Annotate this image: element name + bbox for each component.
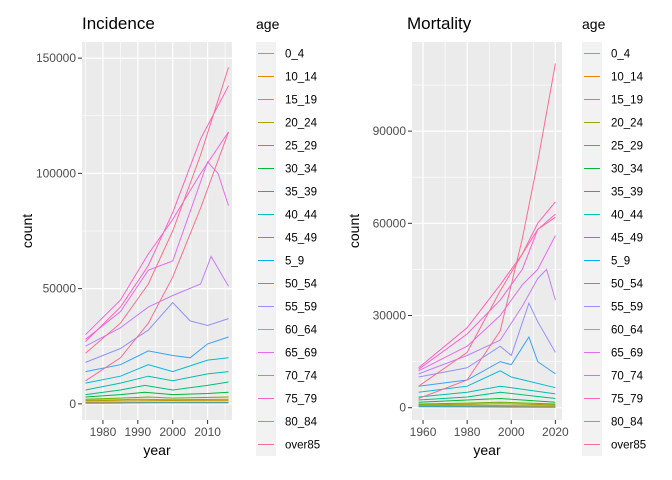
chart-1: 1960 1980 2000 2020 0 30000 60000 90000 Mortalit… — [346, 14, 646, 458]
legend-label-45_49: 45_49 — [285, 233, 317, 245]
legend-label-0_4: 0_4 — [611, 49, 631, 61]
x-tick-label: 1990 — [124, 425, 151, 439]
legend-label-25_29: 25_29 — [611, 141, 643, 153]
chart-title: Mortality — [407, 14, 472, 33]
legend-label-70_74: 70_74 — [611, 371, 644, 383]
series-line-65_69 — [418, 235, 556, 372]
series-line-35_39 — [85, 381, 229, 396]
y-axis-label: count — [346, 214, 362, 248]
legend-label-65_69: 65_69 — [611, 348, 643, 360]
legend-label-35_39: 35_39 — [611, 187, 643, 199]
series-line-25_29 — [418, 401, 556, 405]
series-line-15_19 — [85, 399, 229, 402]
series-line-45_49 — [85, 357, 229, 384]
series-line-75_79 — [418, 201, 556, 369]
series-line-80_84 — [418, 216, 556, 387]
legend-label-70_74: 70_74 — [285, 371, 318, 383]
series-line-over85 — [418, 63, 556, 399]
legend-title: age — [256, 16, 280, 32]
legend: age 0_4 10_14 15_19 20_24 25_29 30_34 35_39 40_4… — [582, 16, 646, 456]
legend-label-55_59: 55_59 — [611, 302, 643, 314]
x-axis-label: year — [473, 442, 501, 458]
x-tick-label: 2000 — [159, 425, 186, 439]
legend-label-55_59: 55_59 — [285, 302, 317, 314]
legend-label-30_34: 30_34 — [611, 164, 644, 176]
legend-label-50_54: 50_54 — [285, 279, 318, 291]
series-line-65_69 — [85, 160, 229, 340]
x-tick-label: 1960 — [410, 425, 437, 439]
y-tick-label: 60000 — [373, 216, 407, 230]
x-axis-label: year — [143, 442, 171, 458]
legend-label-30_34: 30_34 — [285, 164, 318, 176]
x-tick-label: 1980 — [90, 425, 117, 439]
legend-label-50_54: 50_54 — [611, 279, 644, 291]
series-line-55_59 — [418, 301, 556, 378]
legend-label-20_24: 20_24 — [611, 118, 644, 130]
series-line-50_54 — [85, 336, 229, 373]
chart-title: Incidence — [82, 14, 155, 33]
series-line-40_44 — [418, 385, 556, 398]
legend-label-25_29: 25_29 — [285, 141, 317, 153]
series-line-25_29 — [85, 396, 229, 400]
legend: age 0_4 10_14 15_19 20_24 25_29 30_34 35_39 40_4… — [256, 16, 320, 456]
legend-label-80_84: 80_84 — [285, 417, 318, 429]
y-tick-label: 90000 — [373, 124, 407, 138]
x-tick-label: 2000 — [498, 425, 525, 439]
x-tick-label: 2020 — [542, 425, 569, 439]
x-tick-label: 2010 — [194, 425, 221, 439]
legend-label-80_84: 80_84 — [611, 417, 644, 429]
legend-label-10_14: 10_14 — [611, 72, 644, 84]
legend-label-15_19: 15_19 — [285, 95, 317, 107]
series-line-75_79 — [85, 85, 229, 342]
y-tick-label: 50000 — [43, 282, 77, 296]
legend-label-40_44: 40_44 — [285, 210, 318, 222]
series-line-60_64 — [85, 255, 229, 347]
legend-label-5_9: 5_9 — [611, 256, 630, 268]
legend-label-5_9: 5_9 — [285, 256, 304, 268]
y-tick-label: 100000 — [36, 166, 76, 180]
series-line-55_59 — [85, 301, 229, 363]
x-tick-label: 1980 — [454, 425, 481, 439]
series-line-20_24 — [418, 403, 556, 406]
legend-label-0_4: 0_4 — [285, 49, 305, 61]
legend-label-75_79: 75_79 — [611, 394, 643, 406]
legend-label-over85: over85 — [611, 440, 646, 452]
y-tick-label: 0 — [399, 401, 406, 415]
chart-0: 1980 1990 2000 2010 0 50000 100000 150000 Incide… — [19, 14, 320, 458]
series-line-over85 — [85, 131, 229, 382]
series-line-15_19 — [418, 404, 556, 407]
legend-label-20_24: 20_24 — [285, 118, 318, 130]
legend-title: age — [582, 16, 606, 32]
y-tick-label: 150000 — [36, 51, 76, 65]
series-line-60_64 — [418, 268, 556, 375]
legend-label-45_49: 45_49 — [611, 233, 643, 245]
y-axis-label: count — [19, 214, 35, 248]
legend-label-60_64: 60_64 — [611, 325, 644, 337]
series-line-45_49 — [418, 370, 556, 393]
series-line-80_84 — [85, 67, 229, 354]
y-tick-label: 30000 — [373, 309, 407, 323]
legend-label-over85: over85 — [285, 440, 320, 452]
legend-label-40_44: 40_44 — [611, 210, 644, 222]
legend-label-75_79: 75_79 — [285, 394, 317, 406]
legend-label-65_69: 65_69 — [285, 348, 317, 360]
legend-label-15_19: 15_19 — [611, 95, 643, 107]
legend-label-35_39: 35_39 — [285, 187, 317, 199]
series-line-70_74 — [85, 131, 229, 336]
legend-label-60_64: 60_64 — [285, 325, 318, 337]
y-tick-label: 0 — [69, 397, 76, 411]
series-line-20_24 — [85, 398, 229, 401]
series-line-30_34 — [85, 391, 229, 398]
series-line-40_44 — [85, 371, 229, 391]
legend-label-10_14: 10_14 — [285, 72, 318, 84]
series-line-35_39 — [418, 391, 556, 401]
series-line-30_34 — [418, 397, 556, 403]
